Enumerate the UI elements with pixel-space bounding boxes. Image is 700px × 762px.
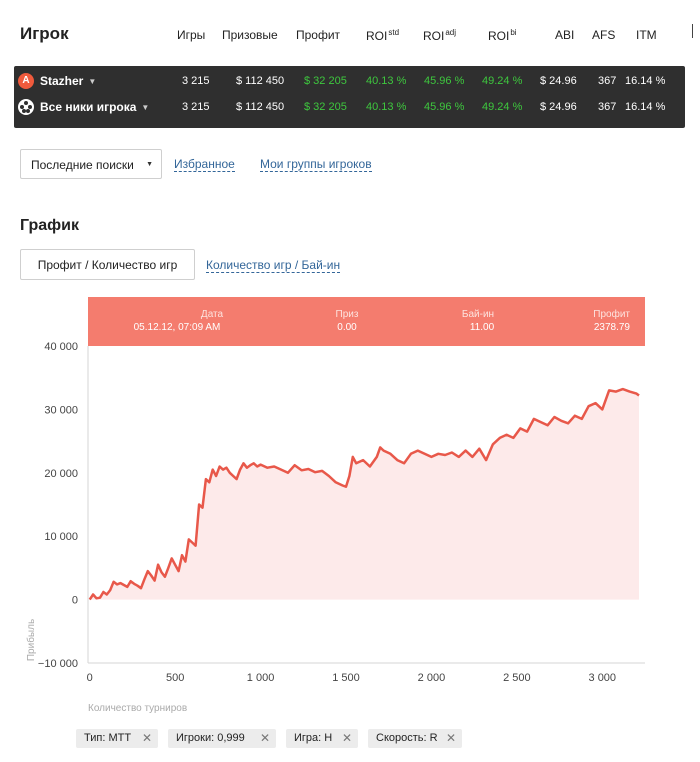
cell-roi-adj: 45.96 % [424, 101, 465, 113]
cell-roi-std: 40.13 % [366, 101, 407, 113]
y-tick-label: 40 000 [44, 341, 78, 353]
cell-profit: $ 32 205 [304, 101, 347, 113]
x-tick-label: 2 000 [418, 672, 446, 684]
chevron-down-icon: ▼ [146, 161, 153, 168]
profit-area [89, 389, 639, 600]
cell-abi: $ 24.96 [540, 75, 577, 87]
page-title: Игрок [20, 24, 69, 43]
col-roi-std[interactable]: ROIstd [366, 28, 400, 43]
col-profit[interactable]: Профит [296, 28, 341, 42]
tooltip-buyin-label: Бай-ин [462, 309, 494, 320]
x-tick-label: 1 000 [247, 672, 275, 684]
col-games[interactable]: Игры [177, 28, 206, 42]
player-table-header: Игрок Игры Призовые Профит ROIstd ROIadj… [0, 0, 700, 66]
close-icon[interactable]: ✕ [341, 731, 352, 745]
cell-prize: $ 112 450 [236, 101, 285, 113]
cell-profit: $ 32 205 [304, 75, 347, 87]
col-roi-bi[interactable]: ROIbi [488, 28, 517, 43]
cell-roi-std: 40.13 % [366, 75, 407, 87]
table-row[interactable]: A Stazher ▼ 3 215 $ 112 450 $ 32 205 40.1… [14, 69, 685, 95]
cell-abi: $ 24.96 [540, 101, 577, 113]
col-prize[interactable]: Призовые [222, 28, 278, 42]
cell-itm: 16.14 % [625, 101, 666, 113]
tooltip-prize-label: Приз [336, 309, 359, 320]
table-row[interactable]: Все ники игрока ▼ 3 215 $ 112 450 $ 32 20… [14, 95, 685, 121]
col-itm[interactable]: ITM [636, 28, 657, 42]
tooltip-panel: Дата 05.12.12, 07:09 AM Приз 0.00 Бай-ин… [88, 297, 645, 346]
x-axis-label: Количество турниров [88, 703, 187, 714]
player-table: A Stazher ▼ 3 215 $ 112 450 $ 32 205 40.1… [14, 66, 685, 128]
col-abi[interactable]: ABI [555, 28, 575, 42]
y-tick-label: 30 000 [44, 404, 78, 416]
x-tick-label: 500 [166, 672, 184, 684]
x-tick-label: 0 [87, 672, 93, 684]
cell-itm: 16.14 % [625, 75, 666, 87]
cell-games: 3 215 [182, 75, 210, 87]
favorites-link[interactable]: Избранное [174, 157, 235, 172]
graph-title: График [20, 217, 79, 234]
people-icon [18, 99, 34, 115]
cell-afs: 367 [598, 101, 617, 113]
recent-searches-dropdown[interactable]: Последние поиски ▼ [20, 149, 162, 179]
cell-games: 3 215 [182, 101, 210, 113]
chip-game[interactable]: Игра: H ✕ [286, 729, 358, 748]
col-afs[interactable]: AFS [592, 28, 616, 42]
a-logo-icon: A [18, 73, 34, 89]
cell-afs: 367 [598, 75, 617, 87]
profit-line [88, 387, 640, 601]
chip-speed[interactable]: Скорость: R ✕ [368, 729, 462, 748]
tooltip-date-label: Дата [201, 309, 224, 320]
x-tick-label: 1 500 [332, 672, 360, 684]
chip-players[interactable]: Игроки: 0,999 ✕ [168, 729, 276, 748]
chip-type[interactable]: Тип: MTT ✕ [76, 729, 158, 748]
cell-roi-bi: 49.24 % [482, 101, 523, 113]
col-roi-adj[interactable]: ROIadj [423, 28, 457, 43]
tooltip-profit-value: 2378.79 [594, 322, 631, 333]
tooltip-date-value: 05.12.12, 07:09 AM [134, 322, 221, 333]
cell-prize: $ 112 450 [236, 75, 285, 87]
column-edge [692, 24, 700, 38]
tooltip-background [88, 297, 645, 346]
tooltip-buyin-value: 11.00 [470, 322, 495, 333]
close-icon[interactable]: ✕ [141, 731, 152, 745]
player-name-dropdown[interactable]: Stazher ▼ [40, 74, 97, 88]
y-tick-label: 10 000 [44, 531, 78, 543]
x-tick-label: 2 500 [503, 672, 531, 684]
my-groups-link[interactable]: Мои группы игроков [260, 157, 372, 172]
cell-roi-bi: 49.24 % [482, 75, 523, 87]
cell-roi-adj: 45.96 % [424, 75, 465, 87]
x-tick-label: 3 000 [589, 672, 617, 684]
tab-games-buyin[interactable]: Количество игр / Бай-ин [206, 258, 341, 273]
close-icon[interactable]: ✕ [445, 731, 456, 745]
tooltip-profit-label: Профит [593, 308, 630, 320]
y-tick-label: 0 [72, 595, 78, 607]
tooltip-prize-value: 0.00 [337, 322, 357, 333]
y-axis-label: Прибыль [25, 619, 37, 661]
profit-chart[interactable]: −10 000 0 10 000 20 000 30 000 40 000 0 500 1 0… [0, 290, 700, 720]
y-tick-label: 20 000 [44, 468, 78, 480]
all-nicks-dropdown[interactable]: Все ники игрока ▼ [40, 100, 150, 114]
tab-profit-games[interactable]: Профит / Количество игр [20, 249, 195, 280]
close-icon[interactable]: ✕ [259, 731, 270, 745]
y-tick-label: −10 000 [38, 658, 78, 670]
